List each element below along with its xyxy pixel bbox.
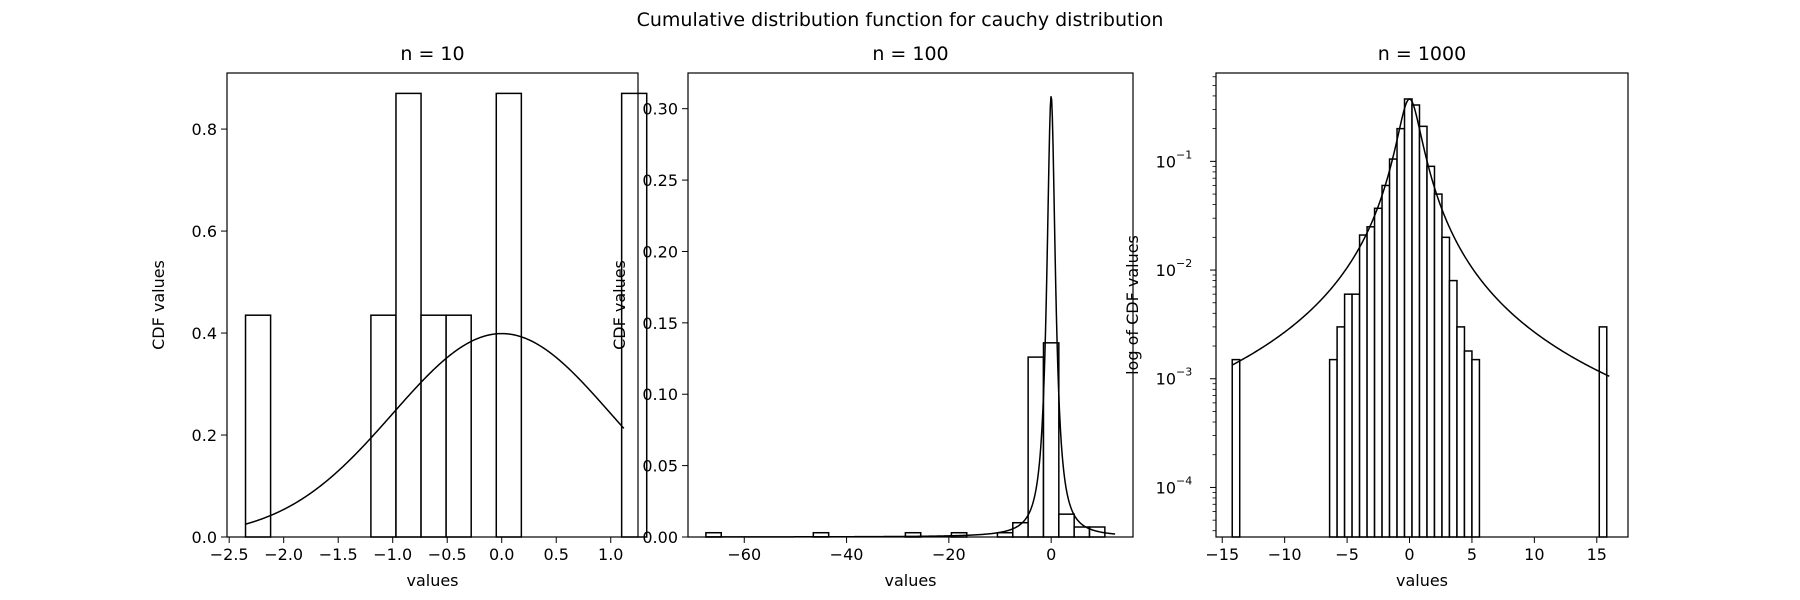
histogram-bar [1433, 193, 1443, 538]
y-tick-label: 0.10 [642, 385, 678, 404]
histogram-bar [1411, 104, 1421, 538]
histogram-bar [1471, 358, 1481, 538]
x-tick-label: 5 [1467, 545, 1477, 564]
y-tick-exponent: −3 [1176, 366, 1192, 379]
y-tick-label: 0.00 [642, 528, 678, 547]
histogram-bar [1336, 326, 1346, 538]
histogram-bar [370, 314, 397, 538]
histogram-bar [495, 92, 523, 538]
histogram-bar [1381, 184, 1391, 538]
x-axis-label: values [884, 571, 936, 590]
subplot-title: n = 10 [400, 43, 464, 65]
x-tick-label: −1.5 [319, 545, 358, 564]
x-tick-label: −40 [830, 545, 864, 564]
x-tick-label: −2.5 [210, 545, 249, 564]
subplot-2: −60 −40 −20 0 0.00 0.05 0.10 0.15 0.20 0.25 0.30 n … [610, 43, 1134, 590]
x-tick-label: −10 [1268, 545, 1302, 564]
x-tick-label: −15 [1205, 545, 1239, 564]
axes-frame [226, 72, 639, 538]
histogram-bar [1426, 165, 1436, 538]
y-tick-label: 0.25 [642, 171, 678, 190]
subplot-1: −2.5 −2.0 −1.5 −1.0 −0.5 0.0 0.5 1.0 0.0 0.2 0.4 0.… [149, 43, 648, 590]
x-tick-label: 1.0 [598, 545, 623, 564]
histogram-bar [1351, 293, 1361, 538]
subplot-title: n = 1000 [1378, 43, 1466, 65]
y-tick-label: 10 [1156, 370, 1176, 389]
x-tick-label: −5 [1335, 545, 1359, 564]
y-tick-label: 0.15 [642, 314, 678, 333]
histogram-bar [1042, 342, 1060, 538]
histogram-bar [1441, 236, 1451, 538]
histogram-bar [244, 314, 272, 538]
figure-title: Cumulative distribution function for cau… [637, 9, 1164, 31]
histogram-bar [620, 92, 648, 538]
subplot-title: n = 100 [872, 43, 948, 65]
y-tick-label: 10 [1156, 478, 1176, 497]
histogram-bar [445, 314, 472, 538]
histogram-bar [1448, 279, 1458, 538]
histogram-bar [1388, 158, 1398, 538]
histogram-bar [1456, 326, 1466, 538]
y-tick-label: 0.6 [192, 222, 217, 241]
histogram-bar [1598, 326, 1608, 538]
x-tick-label: −60 [727, 545, 761, 564]
pdf-curve [1231, 98, 1610, 377]
y-tick-exponent: −4 [1176, 474, 1192, 487]
histogram-bar [1366, 226, 1376, 538]
histogram-bar [1373, 207, 1383, 538]
x-tick-label: 10 [1524, 545, 1544, 564]
histogram-bar [420, 314, 447, 538]
y-axis-label: log of CDF values [1123, 235, 1142, 375]
y-tick-exponent: −2 [1176, 257, 1192, 270]
histogram-bar [1396, 127, 1406, 538]
histogram-bar [1403, 98, 1413, 538]
x-tick-label: 0.0 [489, 545, 514, 564]
y-tick-label: 0.20 [642, 242, 678, 261]
x-tick-label: −2.0 [264, 545, 303, 564]
histogram-bar [1328, 358, 1338, 538]
pdf-curve [245, 332, 625, 525]
axes-frame [1215, 72, 1629, 538]
y-tick-exponent: −1 [1176, 148, 1192, 161]
axes-frame [687, 72, 1134, 538]
y-tick-label: 0.8 [192, 120, 217, 139]
y-tick-label: 0.4 [192, 324, 217, 343]
y-tick-label: 10 [1156, 261, 1176, 280]
y-axis-label: CDF values [610, 260, 629, 350]
x-tick-label: 0 [1046, 545, 1056, 564]
y-tick-label: 0.0 [192, 528, 217, 547]
histogram-bar [1418, 125, 1428, 538]
y-tick-label: 0.2 [192, 426, 217, 445]
histogram-bar [996, 531, 1014, 538]
y-tick-label: 10 [1156, 152, 1176, 171]
histogram-bar [1343, 293, 1353, 538]
y-axis-label: CDF values [149, 260, 168, 350]
x-tick-label: 0 [1404, 545, 1414, 564]
y-tick-label: 0.30 [642, 100, 678, 119]
histogram-bar [1058, 513, 1075, 538]
histogram-bar [1463, 350, 1473, 538]
x-tick-label: −0.5 [428, 545, 467, 564]
x-tick-label: 0.5 [544, 545, 569, 564]
x-tick-label: 15 [1587, 545, 1607, 564]
histogram-bar [395, 92, 422, 538]
x-axis-label: values [1396, 571, 1448, 590]
y-tick-label: 0.05 [642, 457, 678, 476]
histogram-bar [1358, 234, 1368, 538]
x-tick-label: −20 [932, 545, 966, 564]
x-tick-label: −1.0 [373, 545, 412, 564]
x-axis-label: values [406, 571, 458, 590]
histogram-bar [1231, 358, 1241, 538]
